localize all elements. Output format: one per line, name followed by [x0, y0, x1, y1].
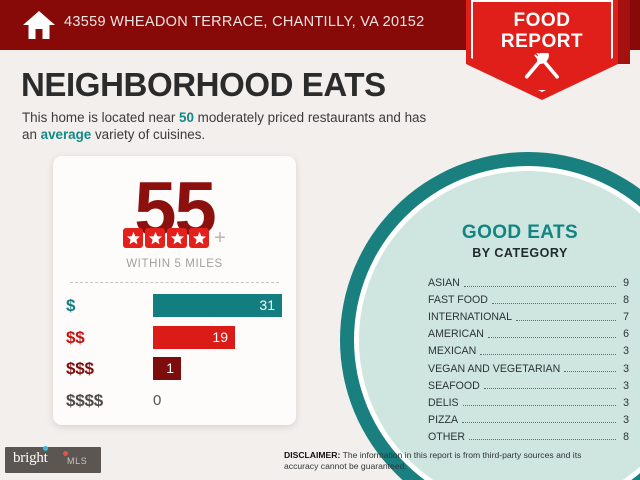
- badge-line-2: REPORT: [500, 31, 584, 52]
- logo-mls-text: MLS: [67, 456, 88, 466]
- good-eats-item-name: DELIS: [428, 396, 459, 409]
- food-report-badge: FOOD REPORT: [466, 0, 630, 100]
- star-filled: [189, 228, 210, 248]
- good-eats-panel: GOOD EATS BY CATEGORY ASIAN 9 FAST FOOD 8 IN…: [400, 222, 640, 444]
- good-eats-item-name: AMERICAN: [428, 328, 484, 341]
- spoon-fork-icon: [516, 50, 568, 89]
- leader-dots: [564, 370, 616, 373]
- good-eats-item-name: MEXICAN: [428, 345, 477, 358]
- disclaimer-text: The information in this report is from t…: [284, 450, 582, 471]
- good-eats-item-count: 3: [623, 413, 629, 426]
- good-eats-item-count: 8: [623, 430, 629, 443]
- price-bar-row: $31: [53, 292, 296, 324]
- leader-dots: [491, 302, 616, 304]
- good-eats-item-name: ASIAN: [428, 277, 460, 290]
- good-eats-item: AMERICAN 6: [428, 324, 629, 341]
- leader-dots: [515, 319, 616, 321]
- good-eats-item: INTERNATIONAL 7: [428, 307, 629, 324]
- good-eats-item: MEXICAN 3: [428, 341, 629, 358]
- price-bar-label: $: [66, 296, 76, 315]
- star-rating: +: [53, 228, 296, 248]
- disclaimer: DISCLAIMER: The information in this repo…: [284, 450, 584, 471]
- good-eats-item-name: FAST FOOD: [428, 294, 488, 307]
- good-eats-item-count: 6: [623, 328, 629, 341]
- leader-dots: [469, 438, 616, 441]
- price-range-chart: $31 $$ 19 $$$ 1 $$$$ 0: [53, 292, 296, 418]
- price-bar-row: $$$ 1: [53, 355, 296, 387]
- good-eats-item-name: PIZZA: [428, 413, 459, 426]
- leader-dots: [463, 285, 616, 287]
- star-filled: [123, 228, 144, 248]
- good-eats-title: GOOD EATS: [461, 222, 579, 243]
- price-bar-row: $$$$ 0: [53, 387, 296, 419]
- star-filled: [145, 228, 166, 248]
- good-eats-item-name: VEGAN AND VEGETARIAN: [428, 362, 561, 375]
- good-eats-list: ASIAN 9 FAST FOOD 8 INTERNATIONAL 7 AMERICAN 6 M…: [400, 273, 640, 444]
- radius-label: WITHIN 5 MILES: [126, 258, 223, 270]
- good-eats-subtitle: BY CATEGORY: [472, 246, 568, 260]
- price-bar-label: $$$$: [66, 390, 104, 410]
- price-bar-label: $$: [66, 327, 85, 347]
- leader-dots: [480, 353, 616, 355]
- page-title: NEIGHBORHOOD EATS: [21, 66, 386, 103]
- good-eats-item: SEAFOOD 3: [428, 376, 629, 393]
- bright-mls-logo: bright MLS: [5, 446, 101, 473]
- good-eats-item-name: INTERNATIONAL: [428, 311, 512, 324]
- logo-dot-blue: [43, 446, 48, 451]
- star-plus: +: [214, 227, 226, 249]
- leader-dots: [487, 336, 616, 338]
- price-bar: 31: [153, 294, 282, 317]
- subtitle-part-2: moderately priced restaurants and has an: [22, 110, 427, 142]
- good-eats-item: VEGAN AND VEGETARIAN 3: [428, 358, 629, 375]
- good-eats-item-count: 3: [623, 396, 629, 409]
- subtitle-variety-rating: average: [40, 126, 92, 142]
- price-bar-label: $$$: [66, 359, 94, 378]
- score-card: 55 + WITHIN 5 MILES $31 $$ 19 $$$ 1 $$$$ 0: [53, 156, 296, 425]
- good-eats-item: ASIAN 9: [428, 273, 629, 290]
- property-address: 43559 WHEADON TERRACE, CHANTILLY, VA 201…: [64, 14, 425, 30]
- price-bar-value: 0: [153, 391, 162, 409]
- logo-dot-red: [63, 451, 68, 456]
- star-filled: [167, 228, 188, 248]
- home-icon: [22, 9, 56, 41]
- card-divider: [70, 282, 279, 283]
- good-eats-item-count: 9: [623, 277, 629, 290]
- leader-dots: [483, 387, 616, 390]
- price-bar-row: $$ 19: [53, 324, 296, 356]
- good-eats-item: DELIS 3: [428, 393, 629, 410]
- badge-shield-border: [471, 0, 613, 92]
- good-eats-item: FAST FOOD 8: [428, 290, 629, 307]
- price-bar: 1: [153, 357, 181, 380]
- subtitle-part-1: This home is located near: [22, 110, 180, 125]
- good-eats-item-count: 3: [623, 345, 629, 358]
- badge-line-1: FOOD: [513, 10, 571, 31]
- good-eats-item: OTHER 8: [428, 427, 629, 444]
- disclaimer-label: DISCLAIMER:: [284, 450, 341, 460]
- good-eats-item-name: SEAFOOD: [428, 379, 480, 392]
- good-eats-item-count: 7: [623, 311, 629, 324]
- leader-dots: [462, 404, 616, 407]
- good-eats-item-count: 3: [623, 379, 629, 392]
- logo-bright-text: bright: [13, 450, 48, 466]
- circle-inner-fill: [359, 171, 640, 480]
- good-eats-item: PIZZA 3: [428, 410, 629, 427]
- page-subtitle: This home is located near 50 moderately …: [22, 110, 442, 143]
- subtitle-part-3: variety of cuisines.: [91, 126, 206, 142]
- good-eats-item-count: 8: [623, 294, 629, 307]
- price-bar: 19: [153, 325, 235, 349]
- leader-dots: [462, 421, 616, 424]
- good-eats-item-count: 3: [623, 362, 629, 375]
- good-eats-item-name: OTHER: [428, 430, 466, 443]
- subtitle-restaurant-count: 50: [179, 110, 194, 125]
- badge-text: FOOD REPORT: [466, 10, 618, 52]
